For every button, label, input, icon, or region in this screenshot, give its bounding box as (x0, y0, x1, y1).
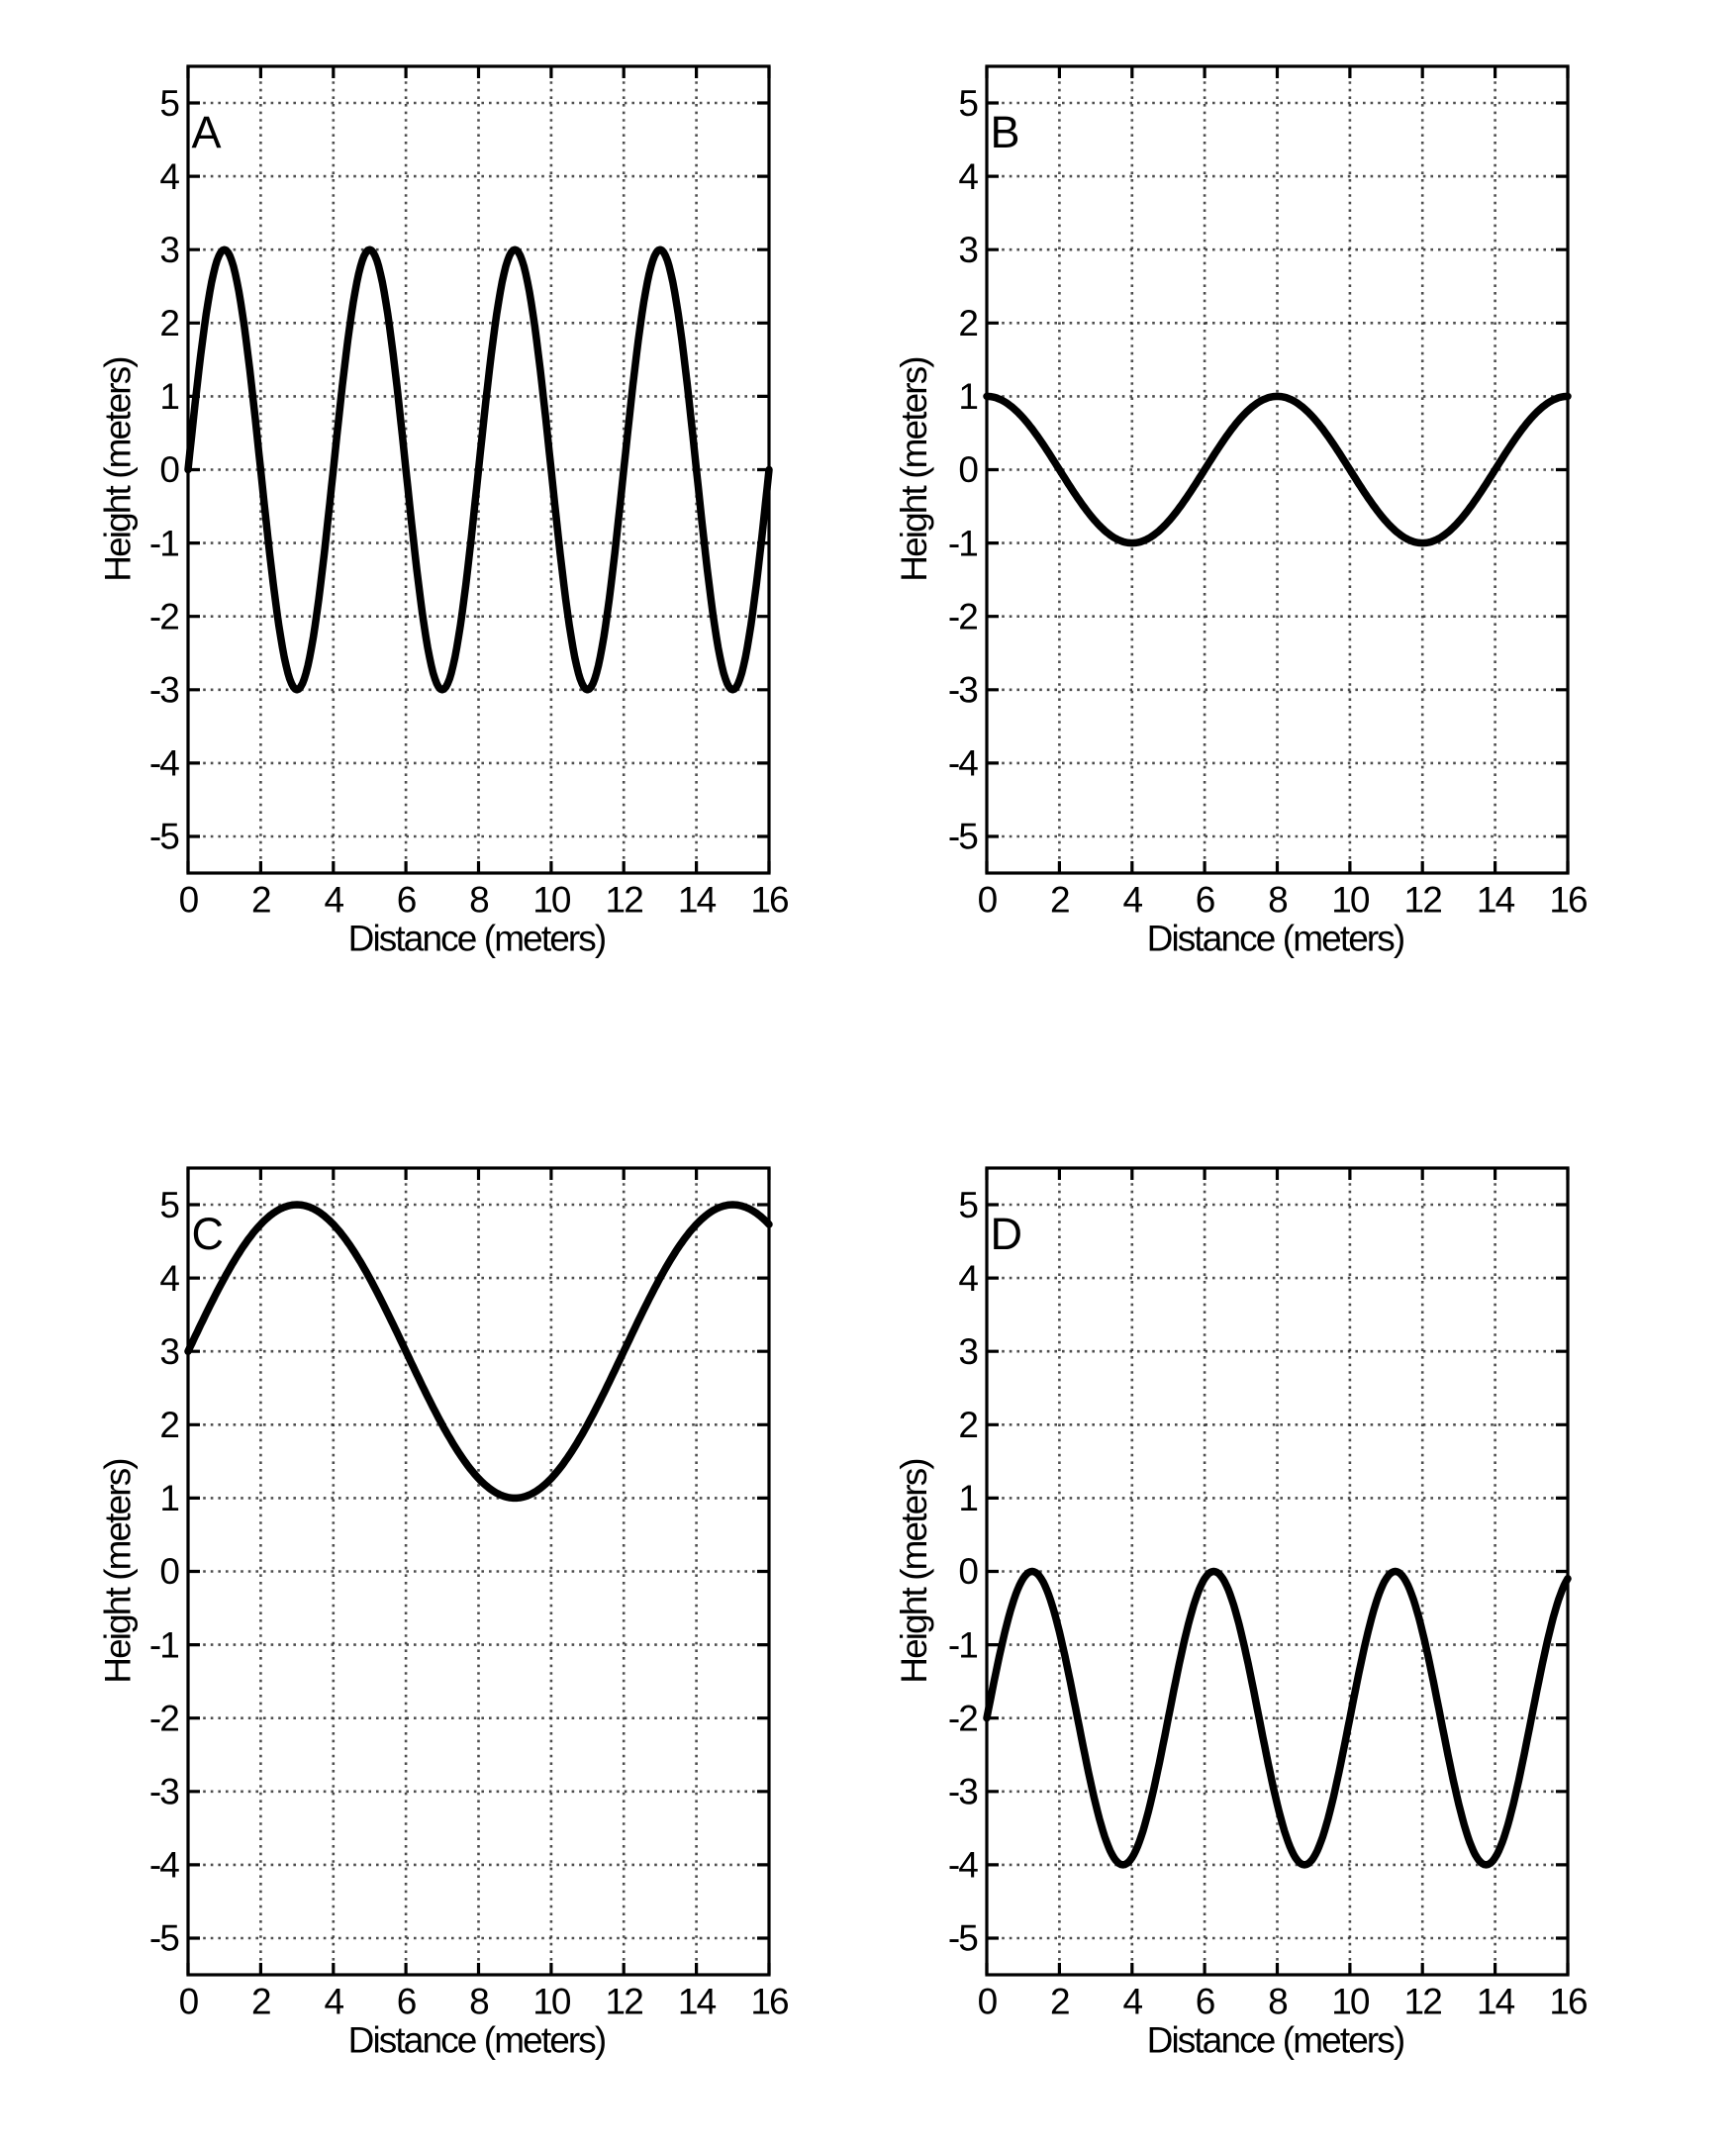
svg-text:16: 16 (750, 880, 788, 921)
svg-text:4: 4 (958, 1258, 978, 1299)
svg-text:2: 2 (1050, 880, 1069, 921)
svg-text:16: 16 (1549, 880, 1587, 921)
svg-text:-1: -1 (149, 1624, 178, 1665)
svg-text:10: 10 (1331, 880, 1370, 921)
svg-text:Distance (meters): Distance (meters) (1147, 2020, 1404, 2061)
svg-text:-4: -4 (948, 1845, 978, 1886)
svg-text:0: 0 (978, 1982, 998, 2022)
svg-text:16: 16 (750, 1982, 788, 2022)
svg-text:0: 0 (159, 1551, 179, 1592)
svg-text:5: 5 (159, 1185, 179, 1225)
svg-text:0: 0 (958, 1551, 978, 1592)
svg-text:4: 4 (958, 156, 978, 197)
svg-text:-5: -5 (948, 1918, 978, 1959)
svg-text:2: 2 (159, 1405, 178, 1445)
svg-text:14: 14 (678, 880, 717, 921)
svg-text:2: 2 (958, 303, 977, 343)
svg-text:8: 8 (1268, 1982, 1287, 2022)
svg-text:5: 5 (958, 1185, 978, 1225)
svg-text:2: 2 (958, 1405, 977, 1445)
svg-text:4: 4 (159, 156, 179, 197)
svg-text:12: 12 (606, 880, 643, 921)
svg-text:6: 6 (397, 1982, 416, 2022)
svg-text:8: 8 (1268, 880, 1287, 921)
svg-text:3: 3 (159, 1331, 178, 1372)
svg-text:8: 8 (469, 1982, 488, 2022)
svg-text:-2: -2 (149, 1698, 178, 1738)
svg-text:C: C (192, 1209, 225, 1259)
svg-text:-1: -1 (948, 1624, 977, 1665)
svg-text:Distance (meters): Distance (meters) (1147, 919, 1404, 959)
svg-text:A: A (192, 107, 222, 157)
svg-text:2: 2 (251, 1982, 270, 2022)
svg-text:14: 14 (1477, 880, 1515, 921)
svg-text:3: 3 (958, 1331, 977, 1372)
svg-text:14: 14 (678, 1982, 717, 2022)
svg-text:6: 6 (397, 880, 416, 921)
svg-text:0: 0 (179, 1982, 199, 2022)
svg-text:12: 12 (606, 1982, 643, 2022)
svg-text:Distance (meters): Distance (meters) (348, 2020, 606, 2061)
svg-text:-1: -1 (149, 523, 178, 563)
svg-text:-2: -2 (948, 596, 977, 636)
svg-text:1: 1 (159, 376, 178, 417)
svg-text:B: B (991, 107, 1020, 157)
svg-text:6: 6 (1196, 1982, 1214, 2022)
svg-text:0: 0 (159, 449, 179, 490)
svg-text:-3: -3 (948, 670, 977, 711)
svg-text:-3: -3 (948, 1772, 977, 1812)
svg-text:-4: -4 (149, 743, 179, 784)
svg-text:-3: -3 (149, 1772, 178, 1812)
svg-text:-5: -5 (149, 817, 179, 857)
svg-text:0: 0 (179, 880, 199, 921)
svg-text:4: 4 (324, 880, 343, 921)
svg-text:Height (meters): Height (meters) (894, 357, 934, 582)
svg-text:Height (meters): Height (meters) (894, 1459, 934, 1684)
svg-text:8: 8 (469, 880, 488, 921)
svg-text:-2: -2 (948, 1698, 977, 1738)
svg-text:1: 1 (958, 1478, 977, 1518)
svg-text:-3: -3 (149, 670, 178, 711)
svg-text:14: 14 (1477, 1982, 1515, 2022)
svg-text:10: 10 (532, 1982, 571, 2022)
svg-text:10: 10 (532, 880, 571, 921)
svg-text:D: D (991, 1209, 1023, 1259)
svg-text:Height (meters): Height (meters) (98, 357, 139, 582)
svg-text:Distance (meters): Distance (meters) (348, 919, 606, 959)
svg-text:Height (meters): Height (meters) (98, 1459, 139, 1684)
svg-text:0: 0 (958, 449, 978, 490)
svg-text:2: 2 (1050, 1982, 1069, 2022)
svg-text:16: 16 (1549, 1982, 1587, 2022)
svg-text:12: 12 (1404, 880, 1442, 921)
svg-text:3: 3 (159, 230, 178, 270)
svg-text:1: 1 (958, 376, 977, 417)
svg-text:-5: -5 (149, 1918, 179, 1959)
svg-text:4: 4 (324, 1982, 343, 2022)
svg-text:4: 4 (1122, 1982, 1142, 2022)
svg-text:0: 0 (978, 880, 998, 921)
svg-text:6: 6 (1196, 880, 1214, 921)
svg-text:1: 1 (159, 1478, 178, 1518)
svg-text:5: 5 (958, 83, 978, 124)
svg-text:-2: -2 (149, 596, 178, 636)
svg-text:5: 5 (159, 83, 179, 124)
svg-text:10: 10 (1331, 1982, 1370, 2022)
svg-text:-4: -4 (948, 743, 978, 784)
svg-text:4: 4 (1122, 880, 1142, 921)
svg-text:2: 2 (159, 303, 178, 343)
svg-text:3: 3 (958, 230, 977, 270)
svg-text:-5: -5 (948, 817, 978, 857)
svg-text:12: 12 (1404, 1982, 1442, 2022)
svg-text:-4: -4 (149, 1845, 179, 1886)
svg-text:-1: -1 (948, 523, 977, 563)
svg-text:4: 4 (159, 1258, 179, 1299)
svg-text:2: 2 (251, 880, 270, 921)
